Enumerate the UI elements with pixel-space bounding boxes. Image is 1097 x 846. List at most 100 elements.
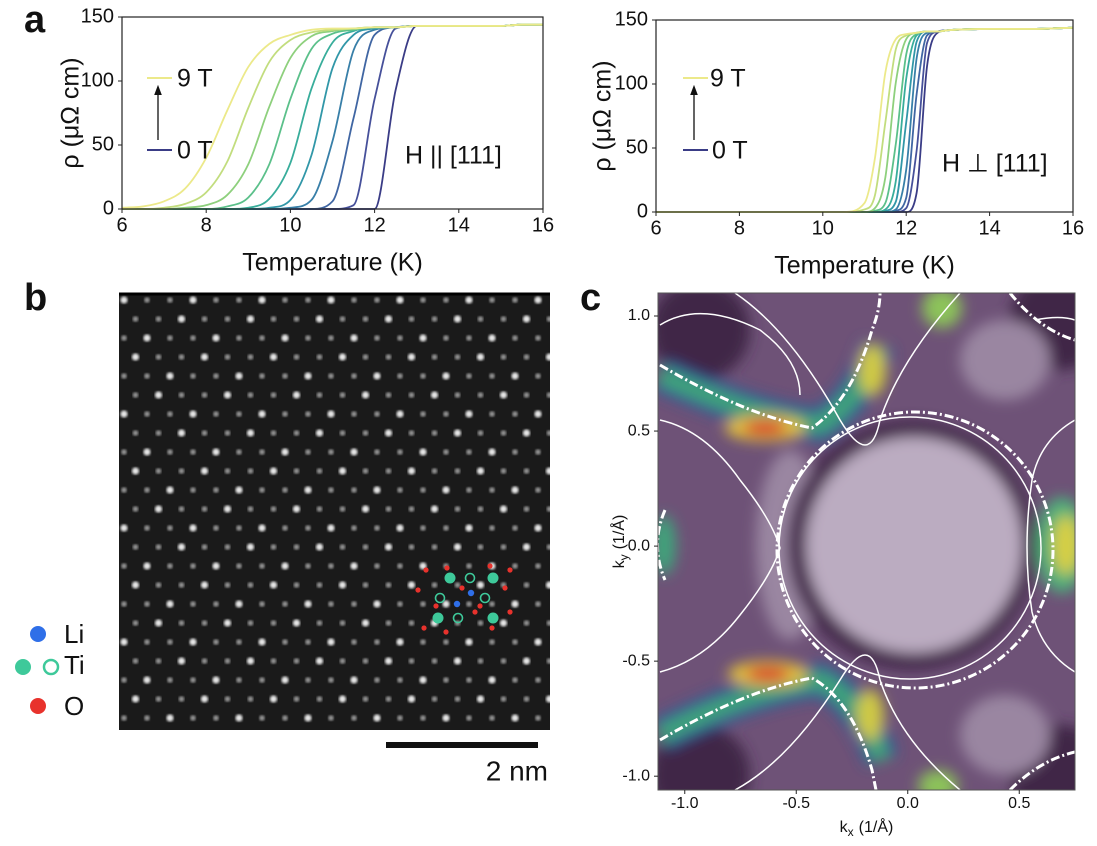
li-marker (468, 590, 474, 596)
x-axis-label-subscript: x (848, 825, 854, 839)
stem-image (119, 293, 576, 741)
atom-spot (144, 373, 150, 379)
y-tick-label: 100 (615, 72, 648, 94)
arpes-map (650, 270, 1097, 825)
atom-spot (420, 601, 426, 607)
atom-spot (201, 581, 208, 588)
atom-spot (133, 430, 139, 436)
x-tick-label: 14 (448, 214, 470, 236)
atom-spot (281, 448, 288, 455)
atom-spot (178, 315, 185, 322)
atom-spot (213, 601, 219, 607)
atom-spot (385, 657, 392, 664)
atom-spot (259, 715, 265, 721)
atom-spot (409, 544, 415, 550)
atom-spot (339, 581, 346, 588)
curve (656, 28, 1073, 212)
x-tick-label: 6 (116, 214, 127, 236)
atom-spot (167, 677, 173, 683)
atom-spot (189, 638, 196, 645)
atom-spot (350, 448, 357, 455)
atom-spot (432, 354, 438, 360)
atom-spot (397, 335, 403, 341)
atom-spot (442, 486, 449, 493)
atom-spot (202, 544, 208, 550)
atom-spot (213, 639, 219, 645)
atom-spot (501, 316, 507, 322)
atom-spot (408, 467, 415, 474)
atom-spot (524, 620, 530, 626)
y-tick-label: 0.0 (628, 537, 650, 554)
o-marker (472, 609, 477, 614)
atom-spot (547, 544, 553, 550)
atom-spot (546, 353, 553, 360)
atom-spot (443, 525, 449, 531)
atom-spot (327, 524, 334, 531)
annotation: 0 T (712, 137, 748, 165)
atom-spot (316, 543, 323, 550)
atom-spot (374, 449, 380, 455)
atom-spot (167, 563, 173, 569)
y-tick-label: 0 (103, 197, 114, 219)
atom-spot (477, 353, 484, 360)
y-tick-label: 150 (81, 5, 114, 27)
atom-spot (271, 544, 277, 550)
atom-spot (455, 506, 461, 512)
atom-spot (512, 563, 518, 569)
atom-spot (420, 487, 426, 493)
atom-spot (258, 524, 265, 531)
atom-spot (155, 733, 162, 740)
atom-spot (317, 506, 323, 512)
atom-spot (189, 410, 196, 417)
atom-spot (202, 392, 208, 398)
atom-spot (190, 335, 196, 341)
atom-spot (409, 506, 415, 512)
atom-spot (179, 696, 185, 702)
curve (122, 25, 543, 209)
atom-spot (443, 449, 449, 455)
x-tick-label: 0.5 (1008, 795, 1030, 812)
atom-spot (386, 734, 392, 740)
atom-spot (535, 601, 541, 607)
atom-spot (363, 430, 369, 436)
atom-spot (236, 677, 242, 683)
atom-spot (225, 430, 231, 436)
atom-spot (201, 467, 208, 474)
atom-spot (143, 334, 150, 341)
atom-spot (166, 600, 173, 607)
atom-spot (501, 696, 507, 702)
curve (122, 25, 543, 209)
atom-spot (236, 639, 242, 645)
atom-spot (213, 411, 219, 417)
atom-spot (259, 449, 265, 455)
atom-spot (247, 543, 254, 550)
atom-spot (363, 468, 369, 474)
atom-spot (501, 430, 507, 436)
atom-spot (271, 430, 277, 436)
atom-spot (524, 696, 530, 702)
atom-spot (317, 734, 323, 740)
atom-spot (189, 524, 196, 531)
x-axis-label: Temperature (K) (774, 252, 955, 280)
atom-spot (569, 391, 576, 398)
atom-spot (202, 734, 208, 740)
atom-spot (511, 714, 518, 721)
atom-spot (362, 619, 369, 626)
atom-spot (235, 600, 242, 607)
atom-spot (557, 676, 564, 683)
atom-spot (546, 467, 553, 474)
atom-spot (225, 316, 231, 322)
x-tick-label: 16 (1062, 217, 1084, 239)
x-tick-label: 10 (279, 214, 301, 236)
atom-spot (144, 525, 150, 531)
atom-spot (523, 657, 530, 664)
atom-spot (432, 316, 438, 322)
atom-spot (511, 372, 518, 379)
atom-spot (281, 676, 288, 683)
atom-spot (202, 506, 208, 512)
atom-spot (339, 467, 346, 474)
curve (122, 25, 543, 209)
atom-spot (396, 524, 403, 531)
atom-spot (396, 410, 403, 417)
atom-spot (304, 486, 311, 493)
